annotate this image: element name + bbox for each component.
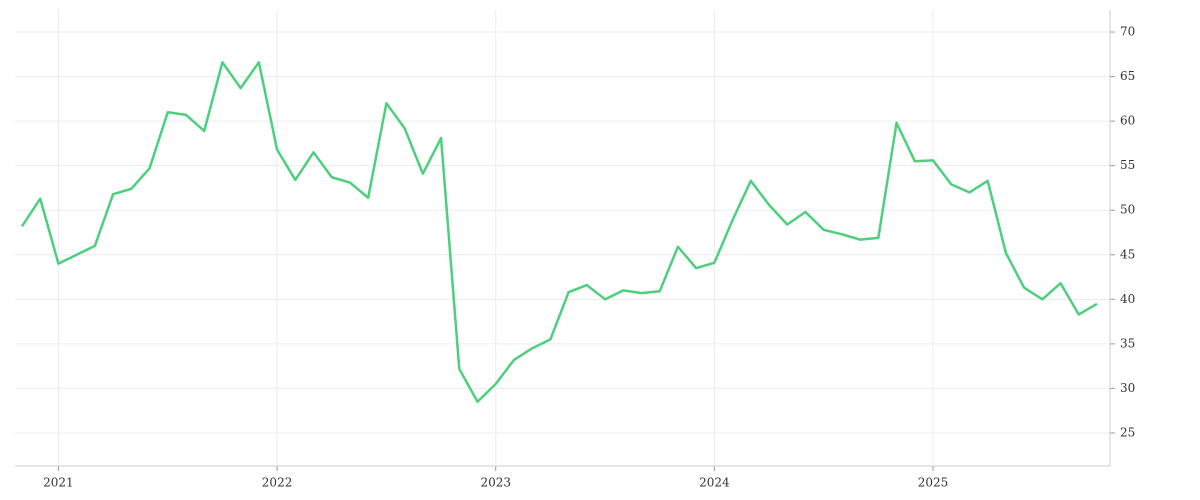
y-tick-label: 50 — [1120, 203, 1135, 217]
y-tick-label: 55 — [1120, 158, 1135, 172]
y-tick-label: 35 — [1120, 336, 1135, 350]
y-tick-label: 30 — [1120, 381, 1135, 395]
data-line — [20, 61, 1098, 404]
y-tick-label: 45 — [1120, 247, 1135, 261]
x-tick-label: 2024 — [699, 476, 730, 490]
y-tick-label: 65 — [1120, 69, 1135, 83]
x-tick-label: 2022 — [262, 476, 293, 490]
x-tick-label: 2021 — [43, 476, 74, 490]
x-tick-label: 2025 — [918, 476, 949, 490]
y-tick-label: 70 — [1120, 25, 1135, 39]
x-tick-label: 2023 — [480, 476, 511, 490]
y-tick-label: 25 — [1120, 425, 1135, 439]
y-tick-label: 60 — [1120, 114, 1135, 128]
y-tick-label: 40 — [1120, 292, 1135, 306]
